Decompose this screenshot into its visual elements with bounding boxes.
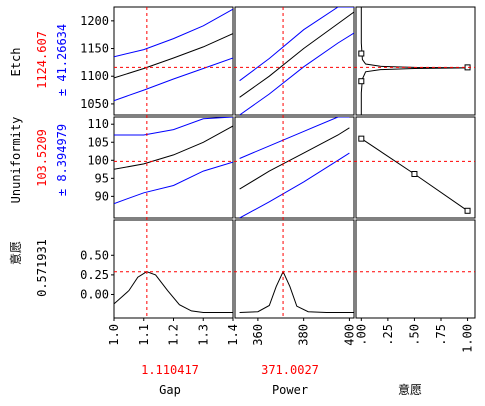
y-tick-label: 105 (87, 135, 109, 149)
row-label-etch: Etch 1124.607 ± 41.26634 (9, 24, 69, 96)
x-tick-label: 1.4 (226, 324, 240, 346)
x-tick-label: 380 (297, 324, 311, 346)
response-name-desirability: 意愿 (8, 241, 23, 265)
y-tick-label: 95 (95, 171, 109, 185)
x-tick-label: 1.0 (107, 324, 121, 346)
ununiformity-desirability-marker-2[interactable] (464, 207, 471, 214)
panel-frame-r1-c0 (113, 116, 234, 219)
x-tick-label: .50 (407, 324, 421, 346)
x-tick-label: 1.00 (461, 324, 475, 353)
y-tick-label: 1150 (80, 42, 109, 56)
x-tick-label: .25 (381, 324, 395, 346)
factor-name-gap: Gap (159, 383, 181, 397)
x-tick-label: 360 (251, 324, 265, 346)
ci-lower-line-ununiformity-power (239, 152, 350, 218)
response-name-etch: Etch (9, 48, 23, 77)
ci-lower-line-etch-gap (114, 57, 233, 102)
y-tick-label: 0.50 (80, 248, 109, 262)
x-tick-label: .75 (434, 324, 448, 346)
ununiformity-desirability-marker-1[interactable] (411, 170, 418, 177)
row-label-desirability: 意愿 0.571931 (8, 239, 49, 297)
ununiformity-desirability-marker-0[interactable] (358, 135, 365, 142)
panel-frame-r2-c2 (355, 219, 476, 319)
panel-frame-r1-c2 (355, 116, 476, 219)
response-value-desirability: 0.571931 (35, 239, 49, 297)
ci-upper-line-etch-gap (114, 8, 233, 58)
ci-upper-line-ununiformity-gap (114, 117, 233, 136)
response-value-etch: 1124.607 (35, 31, 49, 89)
mean-line-etch-gap (114, 33, 233, 79)
panel-frame-r0-c1 (234, 6, 355, 116)
ci-upper-line-ununiformity-power (239, 117, 350, 159)
row-label-ununiformity: Ununiformity 103.5209 ± 8.394979 (9, 117, 69, 204)
x-tick-label: 400 (342, 324, 356, 346)
y-tick-label: 1200 (80, 14, 109, 28)
etch-desirability-marker-1[interactable] (358, 78, 365, 85)
panel-frame-r0-c0 (113, 6, 234, 116)
panel-frame-r2-c0 (113, 219, 234, 319)
y-tick-label: 110 (87, 117, 109, 131)
desirability-curve-etch (360, 7, 468, 115)
x-axis-ticks: 1.0 1.1 1.2 1.3 1.4 360 380 400.00 .25 .50 .75 1.00 (107, 318, 475, 353)
x-tick-label: 1.1 (137, 324, 151, 346)
y-tick-label: 1100 (80, 69, 109, 83)
y-tick-label: 90 (95, 189, 109, 203)
x-tick-label: 1.3 (196, 324, 210, 346)
x-tick-label: .00 (354, 324, 368, 346)
desirability-line-gap (114, 271, 233, 313)
ci-lower-line-etch-power (239, 32, 354, 115)
y-tick-label: 100 (87, 153, 109, 167)
panel-frame-r0-c2 (355, 6, 476, 116)
profiler-panels (113, 6, 476, 319)
y-tick-label: 1050 (80, 97, 109, 111)
desirability-line-power (239, 270, 354, 313)
panel-frame-r1-c1 (234, 116, 355, 219)
response-ci-ununiformity: ± 8.394979 (55, 124, 69, 196)
factor-current-power: 371.0027 (261, 363, 319, 377)
mean-line-ununiformity-power (239, 127, 350, 190)
etch-desirability-marker-0[interactable] (358, 50, 365, 57)
factor-current-gap: 1.110417 (141, 363, 199, 377)
panel-frame-r2-c1 (234, 219, 355, 319)
response-value-ununiformity: 103.5209 (35, 129, 49, 187)
response-name-ununiformity: Ununiformity (9, 117, 23, 204)
y-tick-label: 0.00 (80, 287, 109, 301)
mean-line-ununiformity-gap (114, 125, 233, 170)
x-tick-label: 1.2 (167, 324, 181, 346)
y-tick-label: 0.25 (80, 268, 109, 282)
ci-lower-line-ununiformity-gap (114, 161, 233, 205)
factor-name-desirability: 意愿 (398, 382, 422, 397)
response-ci-etch: ± 41.26634 (55, 24, 69, 96)
mean-line-etch-power (239, 11, 354, 98)
ci-upper-line-etch-power (239, 7, 354, 82)
factor-name-power: Power (272, 383, 308, 397)
y-axis-ticks: 1050 1100 1150 1200 90 95 100 105 110 0.00 0.25 0.5… (80, 14, 114, 301)
